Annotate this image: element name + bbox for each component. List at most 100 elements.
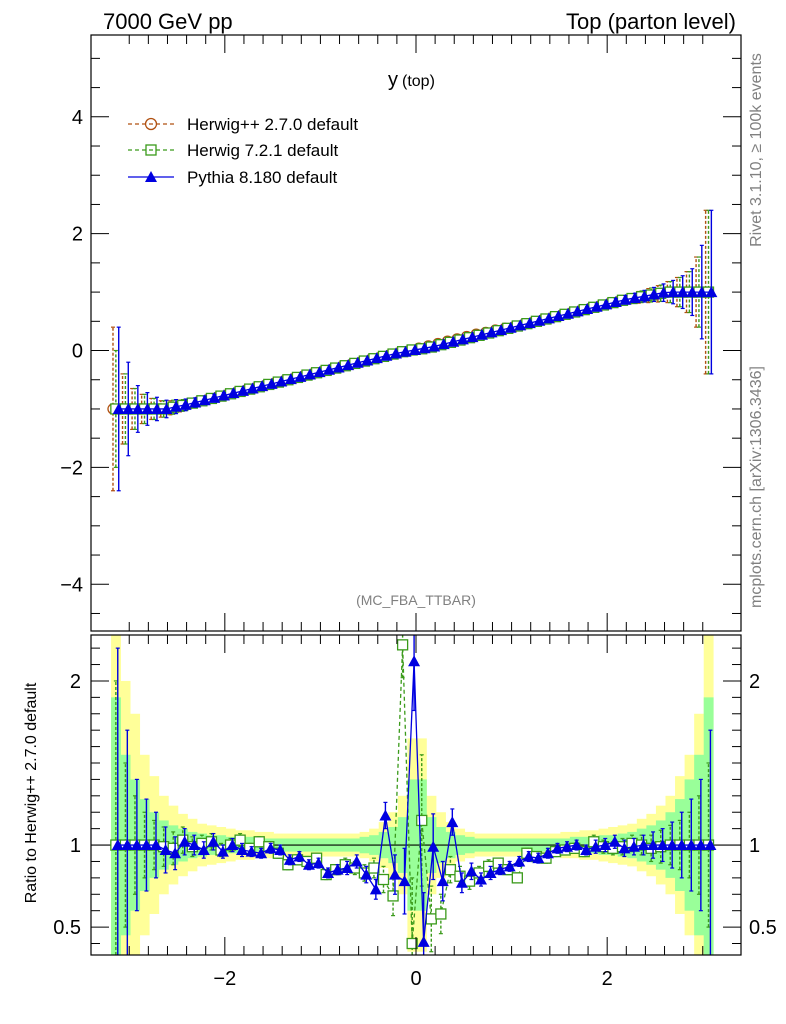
point-triangle xyxy=(361,354,374,366)
point-triangle xyxy=(323,363,336,375)
ratio-point-triangle xyxy=(159,843,172,855)
ratio-point-triangle xyxy=(388,868,401,880)
ratio-point-triangle xyxy=(589,840,602,852)
ratio-point-square xyxy=(377,873,390,886)
point-triangle xyxy=(466,331,479,343)
legend-item-herwig7: Herwig 7.2.1 default xyxy=(128,141,338,160)
point-triangle xyxy=(657,286,670,298)
point-triangle xyxy=(141,402,154,414)
point-triangle xyxy=(475,328,488,340)
ratio-point-triangle xyxy=(522,850,535,862)
point-triangle xyxy=(150,402,163,414)
ratio-point-triangle xyxy=(704,839,717,851)
ratio-point-triangle xyxy=(675,839,688,851)
point-triangle xyxy=(332,361,345,373)
y-tick-label: −4 xyxy=(60,574,83,596)
plot-title-main: y xyxy=(388,69,398,91)
ratio-point-triangle xyxy=(484,866,497,878)
ratio-point-square xyxy=(425,913,437,925)
ratio-point-square xyxy=(406,937,418,950)
main-axis-ticks: −4 −2 0 2 4 xyxy=(60,35,741,631)
ratio-point-triangle xyxy=(599,839,612,851)
x-tick-label: 0 xyxy=(410,968,421,990)
ratio-point-triangle xyxy=(322,866,335,878)
point-triangle xyxy=(523,317,536,329)
point-triangle xyxy=(619,293,632,305)
band-green xyxy=(111,697,121,955)
ratio-point-square xyxy=(396,639,409,651)
ratio-point-triangle xyxy=(513,855,526,867)
point-triangle xyxy=(561,307,574,319)
ratio-point-triangle xyxy=(694,839,707,851)
point-triangle xyxy=(667,286,680,298)
point-triangle xyxy=(389,347,402,359)
ratio-point-square xyxy=(387,890,399,902)
ratio-point-triangle xyxy=(121,839,134,851)
series-1 xyxy=(110,209,715,468)
ratio-point-triangle xyxy=(369,883,382,895)
ratio-point-triangle xyxy=(302,858,315,870)
legend-label-herwig7: Herwig 7.2.1 default xyxy=(187,141,338,160)
ratio-point-triangle xyxy=(264,842,277,854)
point-triangle xyxy=(265,377,278,389)
point-triangle xyxy=(581,303,594,315)
ratio-point-triangle xyxy=(465,865,478,877)
ratio-point-triangle xyxy=(541,847,554,859)
rivet-version-label: Rivet 3.1.10, ≥ 100k events xyxy=(748,53,765,247)
ratio-series-1 xyxy=(111,635,717,955)
point-triangle xyxy=(533,314,546,326)
point-triangle xyxy=(294,370,307,382)
ratio-y-tick-label-right: 2 xyxy=(749,671,760,693)
plot-title-sub: (top) xyxy=(402,73,435,90)
point-triangle xyxy=(313,366,326,378)
ratio-point-triangle xyxy=(274,843,287,855)
circle-marker-icon xyxy=(144,117,158,131)
x-tick-label: 2 xyxy=(602,968,613,990)
ratio-axis-ticks: 0.5 0.5 1 1 2 2 −2 0 2 xyxy=(53,635,777,990)
ratio-point-triangle xyxy=(350,855,363,867)
ratio-point-triangle xyxy=(140,839,153,851)
legend-item-pythia: Pythia 8.180 default xyxy=(128,168,338,187)
ratio-point-square xyxy=(444,864,457,876)
y-tick-label: −2 xyxy=(60,457,83,479)
ratio-point-triangle xyxy=(197,843,210,855)
ratio-point-triangle xyxy=(417,935,430,947)
y-tick-label: 4 xyxy=(72,107,83,129)
ratio-point-triangle xyxy=(130,839,143,851)
ratio-point-triangle xyxy=(312,857,325,869)
analysis-tag: (MC_FBA_TTBAR) xyxy=(356,592,476,608)
ratio-point-triangle xyxy=(446,816,459,828)
ratio-point-triangle xyxy=(216,845,229,857)
ratio-point-triangle xyxy=(255,847,268,859)
main-series xyxy=(107,209,718,492)
ratio-point-triangle xyxy=(656,839,669,851)
point-triangle xyxy=(256,380,269,392)
point-triangle xyxy=(284,373,297,385)
square-marker-icon xyxy=(145,144,157,156)
point-triangle xyxy=(428,340,441,352)
ratio-point-triangle xyxy=(618,842,631,854)
ratio-point-triangle xyxy=(398,875,411,887)
point-triangle xyxy=(198,394,211,406)
point-triangle xyxy=(456,333,469,345)
ratio-point-triangle xyxy=(436,875,449,887)
point-triangle xyxy=(342,359,355,371)
point-triangle xyxy=(437,338,450,350)
point-triangle xyxy=(705,286,718,298)
point-triangle xyxy=(246,382,259,394)
ratio-point-triangle xyxy=(236,843,249,855)
point-triangle xyxy=(609,296,622,308)
point-triangle xyxy=(590,300,603,312)
header-observable: Top (parton level) xyxy=(566,9,736,34)
ratio-point-square xyxy=(435,908,447,920)
point-triangle xyxy=(552,310,565,322)
ratio-point-triangle xyxy=(188,839,201,851)
ratio-point-triangle xyxy=(226,839,239,851)
point-triangle xyxy=(485,326,498,338)
ratio-point-square xyxy=(253,836,265,848)
ratio-point-triangle xyxy=(178,835,191,847)
point-triangle xyxy=(495,324,508,336)
series-2 xyxy=(112,209,718,492)
point-triangle xyxy=(131,402,144,414)
point-triangle xyxy=(351,356,364,368)
